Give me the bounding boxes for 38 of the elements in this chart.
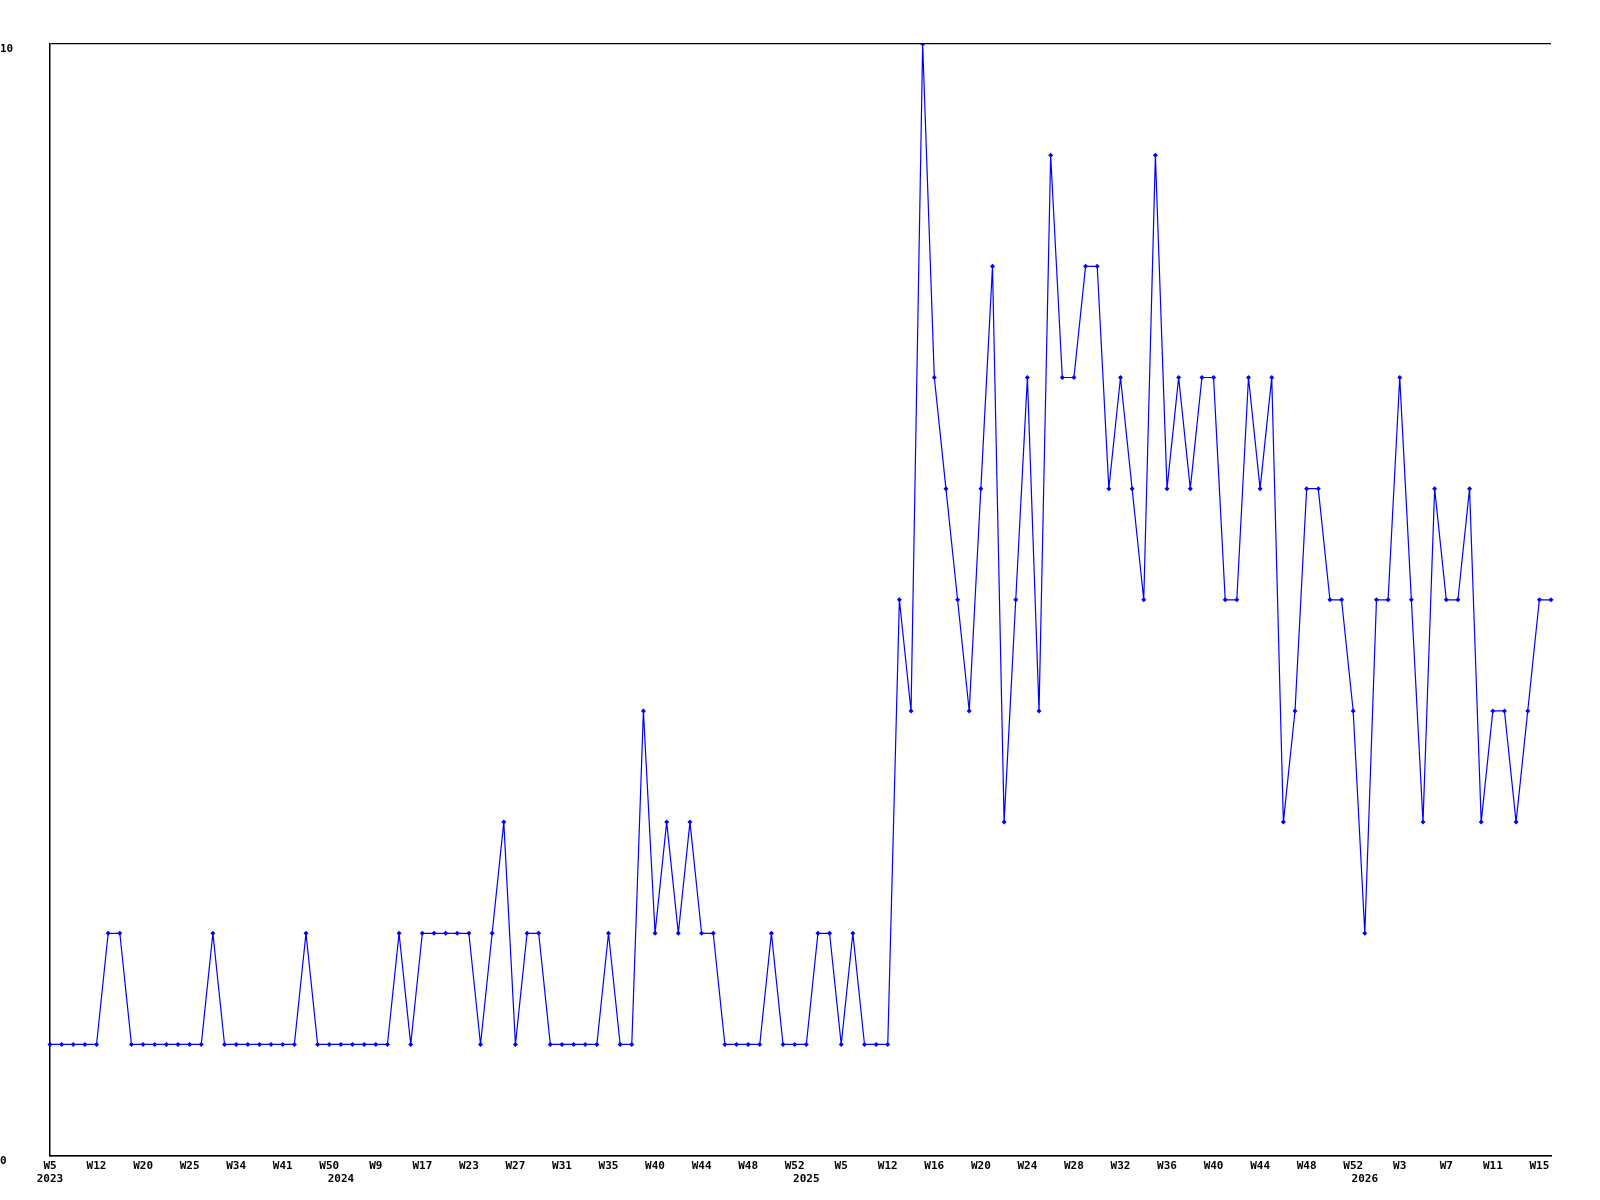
x-tick-label: W48 <box>738 1159 759 1173</box>
x-tick-label: W16 <box>924 1159 945 1173</box>
x-tick-label: W7 <box>1439 1159 1453 1173</box>
x-tick-label: W15 <box>1529 1159 1550 1173</box>
x-tick-label: W20 <box>970 1159 991 1173</box>
x-tick-label: W11 <box>1482 1159 1504 1173</box>
x-tick-label: W12 <box>86 1159 107 1173</box>
x-tick-label: W35 <box>598 1159 619 1173</box>
x-tick-label: 2025 <box>793 1172 820 1186</box>
x-tick-label: W9 <box>369 1159 383 1173</box>
x-tick-label: W44 <box>1250 1159 1271 1173</box>
x-tick-label: W50 <box>319 1159 340 1173</box>
x-tick-label: W34 <box>226 1159 247 1173</box>
x-tick-label: W12 <box>877 1159 898 1173</box>
x-tick-label: W5 2023 <box>36 1159 64 1186</box>
x-tick-label: W25 <box>179 1159 200 1173</box>
x-tick-label: W40 <box>645 1159 665 1173</box>
x-tick-label: W41 <box>272 1159 294 1173</box>
x-tick-label: W17 <box>412 1159 433 1173</box>
x-tick-label: W28 <box>1064 1159 1084 1173</box>
x-tick-label: W32 <box>1110 1159 1131 1173</box>
x-tick-label: 2024 <box>327 1172 355 1186</box>
x-tick-label: W24 <box>1017 1159 1038 1173</box>
x-tick-label: W5 <box>834 1159 848 1173</box>
x-tick-label: W20 <box>133 1159 154 1173</box>
y-tick-label: 0 <box>0 1153 7 1167</box>
x-tick-label: W36 <box>1157 1159 1178 1173</box>
x-tick-label: W52 <box>1343 1159 1364 1173</box>
x-tick-label: W52 <box>784 1159 805 1173</box>
x-tick-label: W27 <box>505 1159 526 1173</box>
x-tick-label: W3 <box>1393 1159 1407 1173</box>
x-tick-label: 2026 <box>1351 1172 1379 1186</box>
x-tick-label: W23 <box>458 1159 479 1173</box>
x-tick-label: W48 <box>1296 1159 1317 1173</box>
x-tick-label: W44 <box>691 1159 712 1173</box>
y-tick-label: 10 <box>0 42 14 56</box>
x-tick-label: W40 <box>1203 1159 1224 1173</box>
x-tick-label: W31 <box>552 1159 573 1173</box>
